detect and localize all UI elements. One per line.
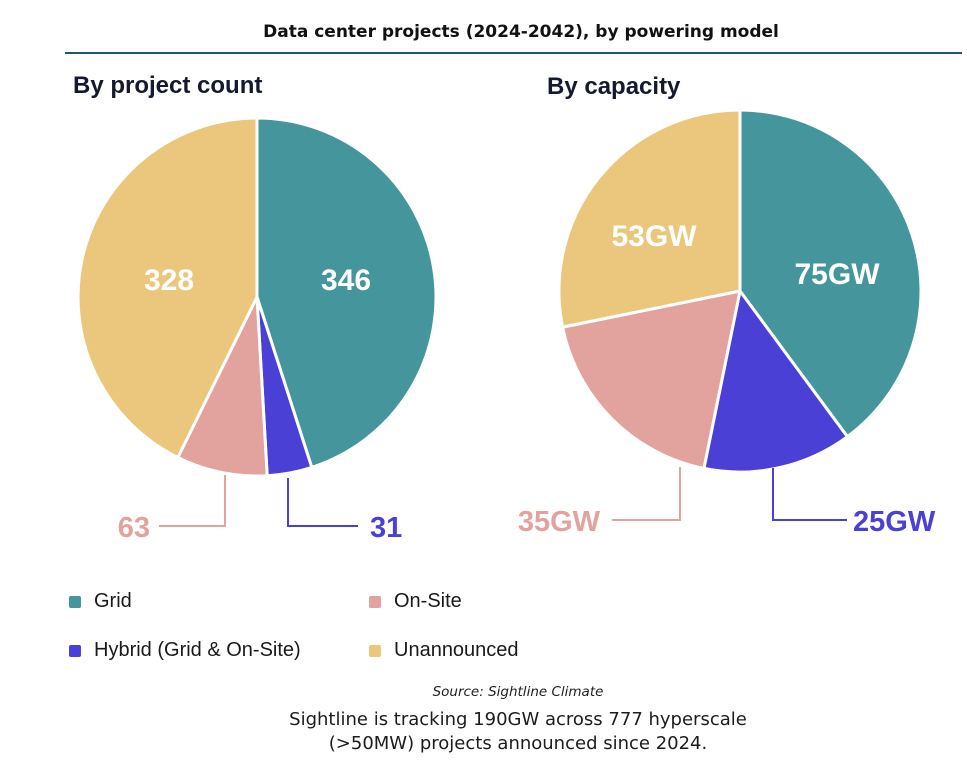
chart-heading-by-project-count: By project count <box>73 72 263 99</box>
chart-heading-by-capacity: By capacity <box>547 73 681 100</box>
summary-caption-line1: Sightline is tracking 190GW across 777 h… <box>289 709 747 730</box>
pie-slice-grid <box>738 108 923 439</box>
legend-item-on-site: On-Site <box>369 590 519 613</box>
pie-slice-on-site <box>176 295 269 478</box>
pie-slices-by-project-count <box>76 116 438 478</box>
legend-label-grid: Grid <box>94 590 132 612</box>
pie-slice-on-site <box>561 289 742 470</box>
legend-swatch-hybrid <box>69 644 81 657</box>
legend-label-on-site: On-Site <box>394 590 462 612</box>
leader-line-on-site-count <box>159 475 226 527</box>
pie-slice-unannounced <box>557 108 742 329</box>
summary-caption-line2: (>50MW) projects announced since 2024. <box>328 733 708 754</box>
pie-value-unannounced-count: 328 <box>144 264 194 297</box>
callout-label-hybrid-count: 31 <box>370 512 402 544</box>
pie-slices-by-capacity <box>557 108 923 474</box>
pie-value-grid-count: 346 <box>321 264 371 297</box>
legend-swatch-on-site <box>369 595 381 608</box>
callout-label-hybrid-capacity: 25GW <box>853 506 936 538</box>
leader-line-on-site-capacity <box>612 467 681 521</box>
leader-line-hybrid-capacity <box>772 468 847 521</box>
callout-label-on-site-count: 63 <box>118 512 150 544</box>
callout-label-on-site-capacity: 35GW <box>518 506 601 538</box>
pie-value-unannounced-capacity: 53GW <box>611 220 697 253</box>
source-attribution: Source: Sightline Climate <box>432 684 604 700</box>
pie-slice-hybrid-grid-on-site <box>702 289 849 474</box>
pie-chart-by-capacity: 75GW 53GW 35GW 25GW <box>518 108 936 538</box>
leader-line-hybrid-count <box>287 478 358 527</box>
pie-slice-unannounced <box>76 116 259 459</box>
legend-swatch-grid <box>69 595 81 608</box>
legend-swatch-unannounced <box>369 644 381 657</box>
pie-value-grid-capacity: 75GW <box>794 258 880 291</box>
legend-item-unannounced: Unannounced <box>369 639 519 662</box>
legend-item-hybrid: Hybrid (Grid & On-Site) <box>69 639 369 662</box>
title-divider-line <box>65 52 962 54</box>
legend-item-grid: Grid <box>69 590 369 613</box>
legend: Grid On-Site Hybrid (Grid & On-Site) Una… <box>69 590 519 662</box>
legend-label-unannounced: Unannounced <box>394 639 519 661</box>
pie-chart-by-project-count: 346 328 63 31 <box>76 116 438 544</box>
summary-caption: Sightline is tracking 190GW across 777 h… <box>289 708 747 756</box>
page-title: Data center projects (2024-2042), by pow… <box>263 22 779 42</box>
pie-slice-grid <box>255 116 438 469</box>
legend-label-hybrid: Hybrid (Grid & On-Site) <box>94 639 301 661</box>
